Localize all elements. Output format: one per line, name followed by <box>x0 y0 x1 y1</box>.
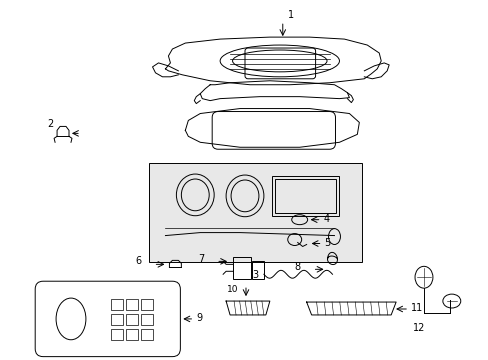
Bar <box>111 314 122 325</box>
Bar <box>111 299 122 310</box>
Text: 1: 1 <box>287 10 293 20</box>
Bar <box>141 329 152 340</box>
Text: 10: 10 <box>226 285 238 294</box>
Text: 3: 3 <box>252 270 258 280</box>
Text: 8: 8 <box>294 262 300 272</box>
Text: 7: 7 <box>198 255 204 264</box>
Bar <box>141 299 152 310</box>
Bar <box>274 179 336 213</box>
Text: 11: 11 <box>410 303 423 313</box>
Bar <box>125 299 137 310</box>
Bar <box>251 261 264 279</box>
Bar <box>125 329 137 340</box>
Bar <box>141 314 152 325</box>
Bar <box>148 163 362 262</box>
Bar <box>111 329 122 340</box>
Text: 9: 9 <box>196 313 202 323</box>
Bar <box>233 257 250 279</box>
Text: 2: 2 <box>47 120 53 130</box>
Bar <box>125 314 137 325</box>
Text: 6: 6 <box>135 256 142 266</box>
Text: 4: 4 <box>323 214 329 224</box>
Text: 5: 5 <box>324 238 330 248</box>
Bar <box>271 176 339 216</box>
Text: 12: 12 <box>412 323 425 333</box>
